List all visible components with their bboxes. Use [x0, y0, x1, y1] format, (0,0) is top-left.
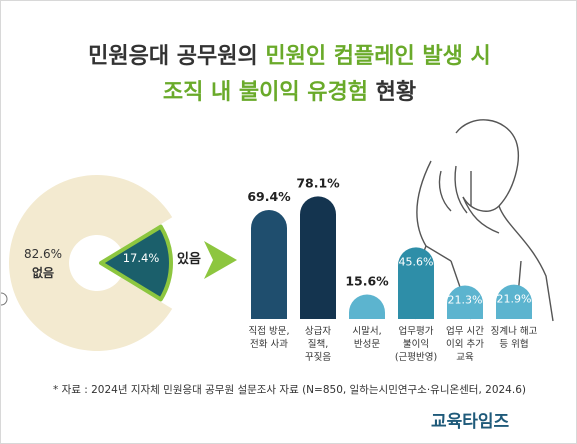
title: 민원응대 공무원의 민원인 컴플레인 발생 시 조직 내 불이익 유경험 현황	[1, 39, 576, 111]
title-line: 민원응대 공무원의 민원인 컴플레인 발생 시	[1, 39, 576, 75]
title-part: 민원인 컴플레인 발생 시	[265, 44, 491, 69]
bar-value-label: 15.6%	[345, 274, 389, 289]
bar-value-label: 45.6%	[399, 255, 434, 268]
title-line: 조직 내 불이익 유경험 현황	[1, 75, 576, 111]
bar-value-label: 69.4%	[247, 189, 291, 204]
category-label: 징계나 해고 등 위협	[490, 326, 538, 350]
bar-value-label: 21.3%	[448, 294, 483, 307]
pie-value-label: 82.6%	[24, 247, 62, 261]
title-part: 현황	[368, 80, 417, 105]
category-label: 직접 방문, 전화 사과	[248, 326, 290, 350]
arrow	[204, 241, 237, 279]
pie-slice	[99, 224, 173, 302]
bar	[300, 196, 336, 319]
bar-value-label: 78.1%	[296, 175, 340, 190]
title-part: 민원응대 공무원의	[88, 44, 266, 69]
title-part: 조직 내 불이익 유경험	[162, 80, 368, 105]
pie-value-label: 17.4%	[123, 251, 160, 265]
bar	[496, 284, 532, 319]
edge-circle	[1, 292, 8, 306]
category-label: 상급자 질책, 꾸짖음	[304, 326, 332, 363]
pie-slice	[8, 175, 173, 351]
illustration	[413, 119, 554, 322]
logo: 교육타임즈	[431, 412, 510, 432]
bar	[447, 285, 483, 319]
pie-category-label: 없음	[32, 265, 54, 280]
bar	[349, 294, 385, 319]
pie-category-label: 있음	[177, 251, 201, 267]
source: * 자료 : 2024년 지자체 민원응대 공무원 설문조사 자료 (N=850…	[53, 384, 526, 396]
category-label: 업무평가 불이익 (근평반영)	[394, 326, 438, 363]
bar-value-label: 21.9%	[497, 293, 532, 306]
category-label: 시말서, 반성문	[352, 326, 382, 350]
category-label: 업무 시간 이외 추가 교육	[446, 326, 484, 363]
bar	[251, 210, 287, 319]
bar	[398, 247, 434, 319]
